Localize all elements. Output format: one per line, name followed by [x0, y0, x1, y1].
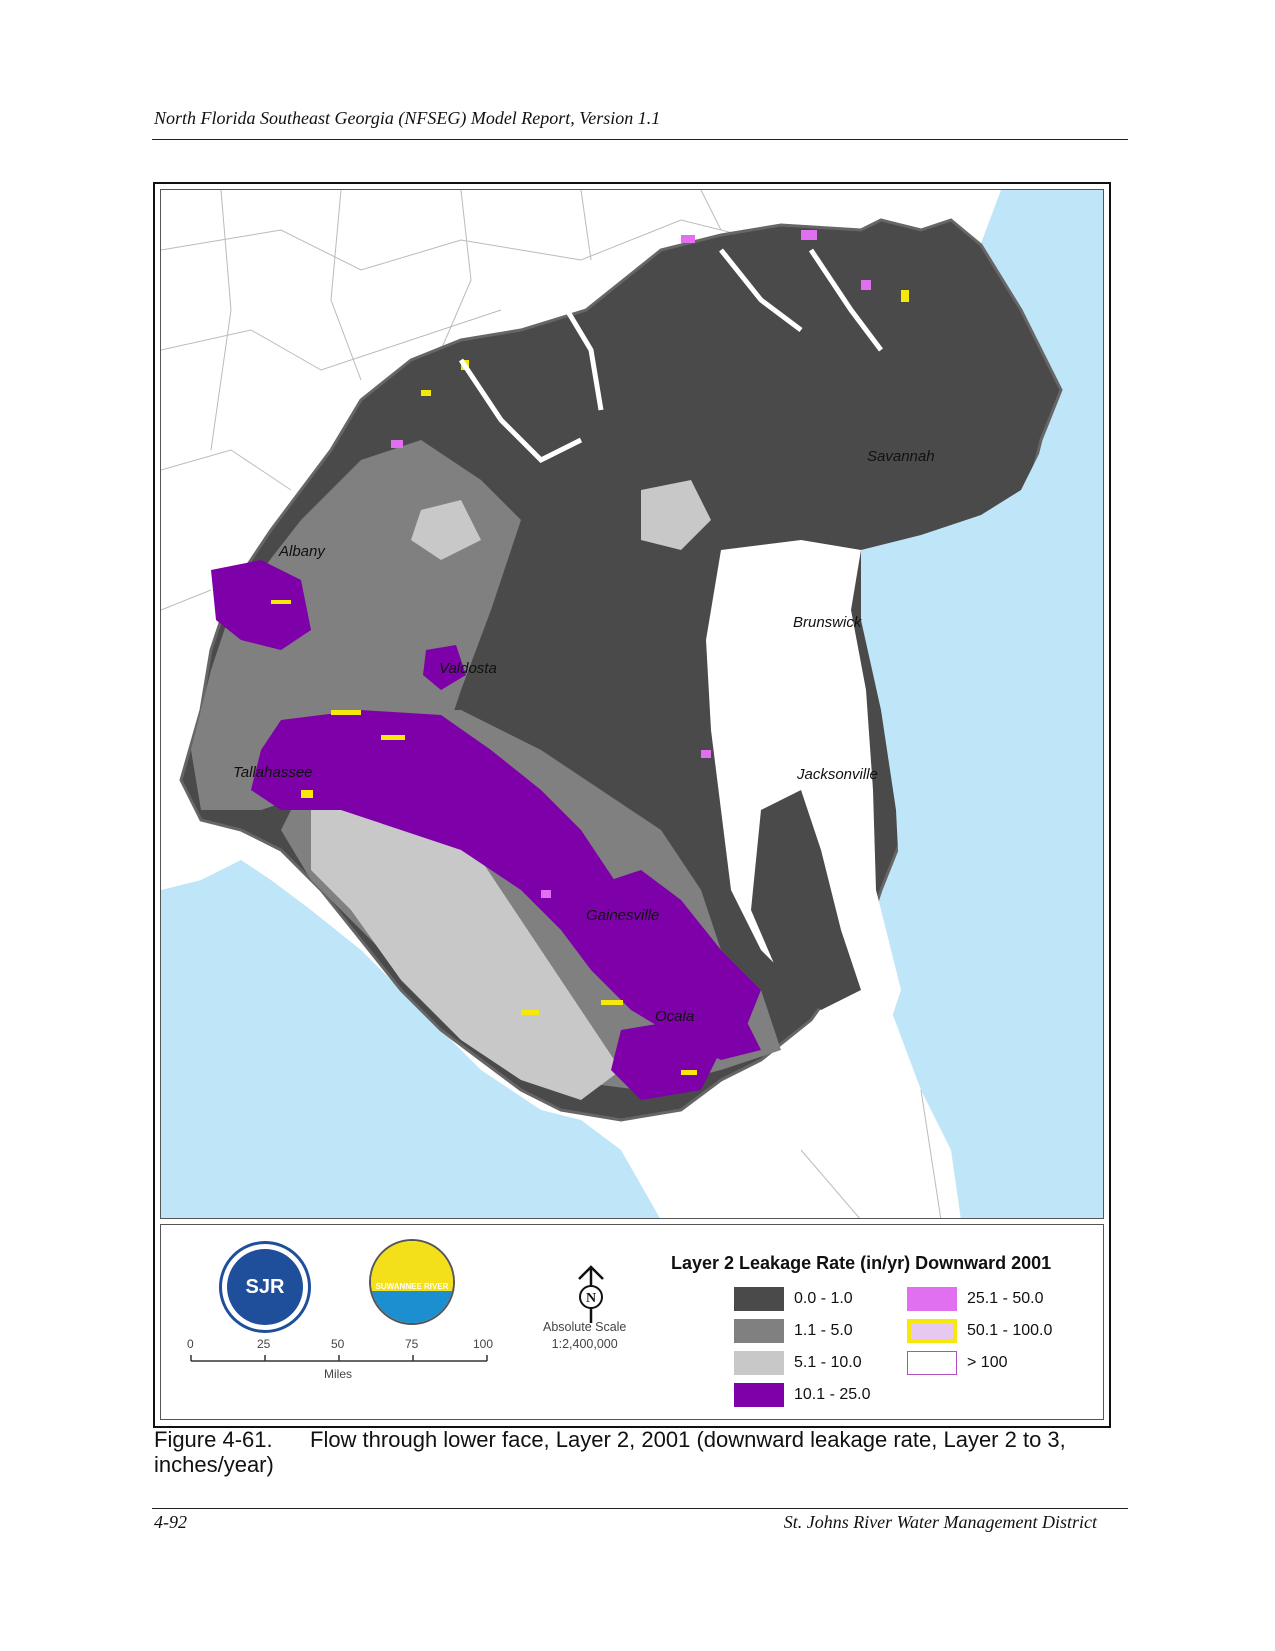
gulf-of-mexico [161, 860, 660, 1218]
legend-swatch-50-100 [907, 1319, 957, 1343]
absolute-scale-label: Absolute Scale [543, 1320, 627, 1334]
legend-item: 1.1 - 5.0 [734, 1319, 853, 1343]
coastal-mid-gray [751, 790, 861, 1010]
legend-label: 1.1 - 5.0 [794, 1322, 853, 1339]
legend-item: 5.1 - 10.0 [734, 1351, 862, 1375]
footer-organization: St. Johns River Water Management Distric… [783, 1512, 1097, 1532]
coastal-strip [706, 540, 901, 1050]
scale-tick-label: 100 [473, 1337, 494, 1351]
city-label-brunswick: Brunswick [793, 614, 862, 631]
absolute-scale-ratio: 1:2,400,000 [551, 1337, 618, 1351]
city-label-valdosta: Valdosta [439, 660, 497, 677]
legend-item: 0.0 - 1.0 [734, 1287, 853, 1311]
legend-swatch-10-25 [734, 1383, 784, 1407]
sjrwmd-logo-mark: SJR [227, 1249, 303, 1325]
legend-label: 0.0 - 1.0 [794, 1290, 853, 1307]
city-label-ocala: Ocala [655, 1008, 695, 1025]
zone-5-10-light [311, 790, 621, 1100]
legend-label: 25.1 - 50.0 [967, 1290, 1044, 1307]
zone-10-25-valdosta [423, 645, 466, 690]
legend-item: > 100 [907, 1351, 1007, 1375]
legend-item: 50.1 - 100.0 [907, 1319, 1052, 1343]
city-label-albany: Albany [279, 543, 325, 560]
scale-tick-label: 75 [405, 1337, 419, 1351]
legend-label: 50.1 - 100.0 [967, 1322, 1053, 1339]
north-arrow-icon: N [578, 1265, 604, 1323]
figure-caption: Figure 4-61. Flow through lower face, Lay… [154, 1427, 1114, 1477]
city-label-tallahassee: Tallahassee [233, 764, 313, 781]
legend-swatch-25-50 [907, 1287, 957, 1311]
legend-label: 10.1 - 25.0 [794, 1386, 871, 1403]
scale-bar [190, 1355, 488, 1362]
srwmd-logo-art: SUWANNEE RIVER [371, 1241, 453, 1323]
zone-10-25-gainesville [581, 870, 761, 1040]
legend-swatch-0-1 [734, 1287, 784, 1311]
zone-5-10-patch-2 [411, 500, 481, 560]
legend-item: 25.1 - 50.0 [907, 1287, 1044, 1311]
city-label-gainesville: Gainesville [586, 907, 660, 924]
scale-unit-label: Miles [324, 1367, 353, 1381]
figure-caption-text: Flow through lower face, Layer 2, 2001 (… [154, 1427, 1066, 1477]
map: Savannah Albany Brunswick Valdosta Talla… [160, 189, 1104, 1219]
page-number: 4-92 [154, 1512, 187, 1532]
zone-5-10-patch [641, 480, 711, 550]
map-canvas [161, 190, 1103, 1218]
north-letter: N [586, 1291, 596, 1306]
report-header: North Florida Southeast Georgia (NFSEG) … [154, 108, 661, 128]
ocean-east-cover [861, 420, 1103, 1218]
legend-swatch-1-5 [734, 1319, 784, 1343]
legend-title: Layer 2 Leakage Rate (in/yr) Downward 20… [671, 1253, 1052, 1273]
legend-item: 10.1 - 25.0 [734, 1383, 871, 1407]
city-label-jacksonville: Jacksonville [797, 766, 878, 783]
zone-10-25-ocala [611, 1020, 721, 1100]
legend-label: 5.1 - 10.0 [794, 1354, 862, 1371]
figure-number: Figure 4-61. [154, 1427, 273, 1452]
legend-swatch-gt100 [907, 1351, 957, 1375]
city-label-savannah: Savannah [867, 448, 935, 465]
legend-swatch-5-10 [734, 1351, 784, 1375]
srwmd-logo-text: SUWANNEE RIVER [376, 1282, 449, 1291]
footer-rule [152, 1508, 1128, 1509]
scale-tick-label: 25 [257, 1337, 271, 1351]
zone-25-50-flecks [391, 230, 871, 898]
scale-tick-label: 0 [187, 1337, 194, 1351]
scale-tick-label: 50 [331, 1337, 345, 1351]
srwmd-logo: SUWANNEE RIVER [369, 1239, 455, 1325]
county-lines [161, 190, 942, 1218]
zone-10-25-albany [211, 560, 311, 650]
legend-label: > 100 [967, 1354, 1008, 1371]
legend-panel: SJR SUWANNEE RIVER 0 25 50 75 100 Miles … [160, 1224, 1104, 1420]
absolute-scale: Absolute Scale 1:2,400,000 [543, 1319, 626, 1353]
header-rule [152, 139, 1128, 140]
rivers [458, 248, 883, 464]
sjrwmd-logo: SJR [219, 1241, 311, 1333]
